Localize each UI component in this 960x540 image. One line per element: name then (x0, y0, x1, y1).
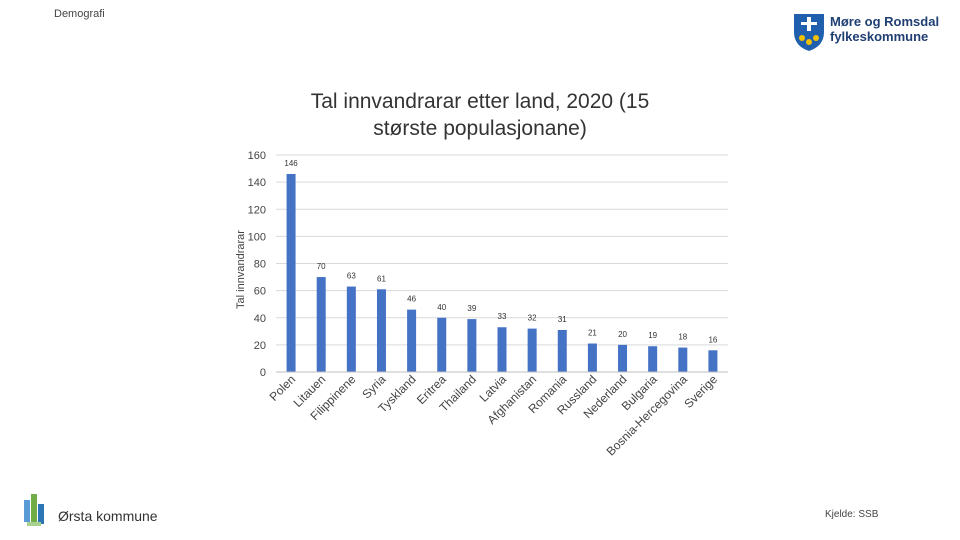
y-tick-label: 60 (254, 286, 266, 298)
data-label: 46 (407, 295, 416, 304)
bar (316, 277, 326, 372)
data-label: 32 (528, 314, 537, 323)
bar (557, 329, 567, 372)
x-tick-label: Sverige (681, 372, 720, 411)
municipality-logo (24, 494, 44, 526)
org-name-line1: Møre og Romsdal (830, 14, 940, 29)
data-label: 39 (467, 304, 476, 313)
chart-title-line1: Tal innvandrarar etter land, 2020 (15 (310, 90, 650, 113)
bar (648, 346, 658, 372)
y-axis-label: Tal innvandrarar (235, 230, 247, 309)
bar (346, 286, 356, 372)
section-label: Demografi (54, 8, 105, 20)
bar (527, 328, 537, 372)
data-label: 16 (708, 335, 717, 344)
y-tick-label: 160 (248, 150, 266, 162)
bar (708, 350, 718, 372)
data-label: 21 (588, 329, 597, 338)
bar (467, 319, 477, 372)
chart-title-line2: største populasjonane) (373, 117, 587, 140)
y-tick-label: 20 (254, 340, 266, 352)
municipality-name: Ørsta kommune (58, 508, 158, 524)
data-label: 31 (558, 315, 567, 324)
org-name-line2: fylkeskommune (830, 29, 929, 44)
bar (618, 344, 628, 372)
bar (587, 343, 597, 372)
data-label: 63 (347, 272, 356, 281)
bar (497, 327, 507, 372)
data-label: 146 (284, 159, 298, 168)
county-logo (794, 14, 824, 51)
data-label: 33 (498, 312, 507, 321)
bar (286, 173, 296, 372)
data-label: 20 (618, 330, 627, 339)
source-note: Kjelde: SSB (825, 509, 879, 520)
data-label: 70 (317, 262, 326, 271)
y-tick-label: 120 (248, 204, 266, 216)
data-label: 19 (648, 331, 657, 340)
y-tick-label: 40 (254, 313, 266, 325)
data-label: 61 (377, 274, 386, 283)
bar (407, 309, 417, 372)
y-tick-label: 100 (248, 231, 266, 243)
bar (437, 317, 447, 372)
bar (376, 289, 386, 372)
y-tick-label: 140 (248, 177, 266, 189)
data-label: 40 (437, 303, 446, 312)
y-tick-label: 0 (260, 367, 266, 379)
chart-title: Tal innvandrarar etter land, 2020 (15 st… (280, 88, 680, 142)
bar (678, 347, 688, 372)
y-tick-label: 80 (254, 259, 266, 271)
data-label: 18 (678, 333, 687, 342)
